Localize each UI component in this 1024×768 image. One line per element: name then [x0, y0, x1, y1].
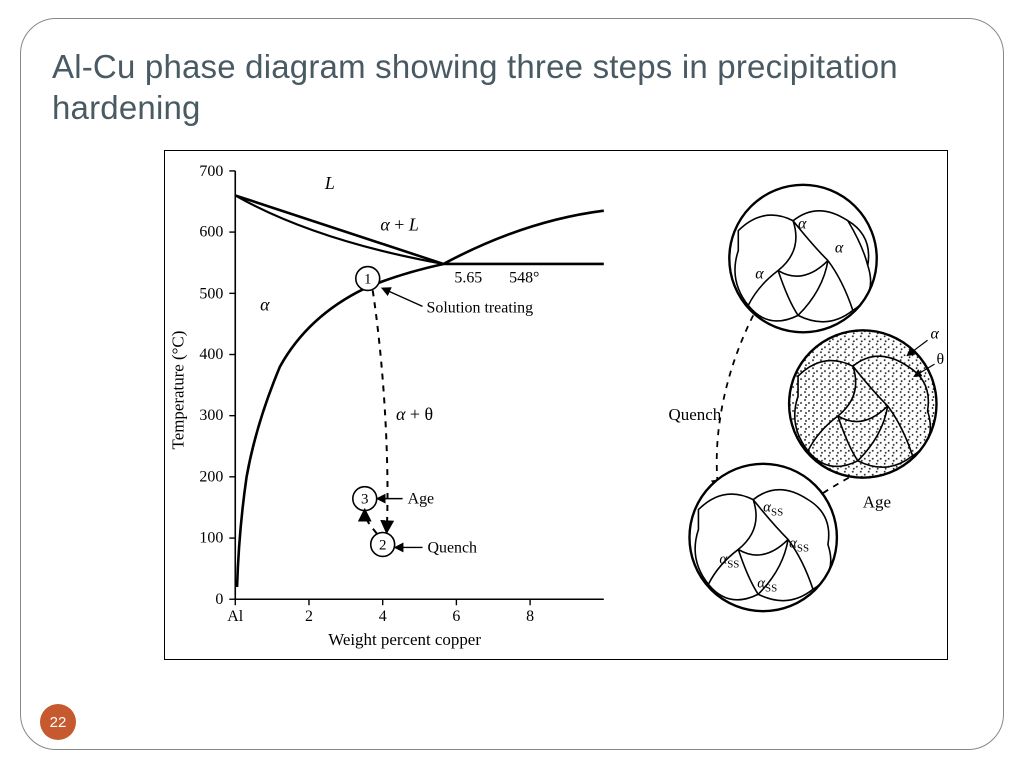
step-3: 3 [353, 487, 377, 511]
step-2: 2 [371, 532, 395, 556]
label-age: Age [408, 491, 435, 508]
label-alpha-theta: α + θ [396, 404, 433, 424]
step-1-text: 1 [364, 271, 371, 287]
label-quench: Quench [428, 539, 478, 556]
axes [235, 171, 604, 599]
step-3-text: 3 [361, 492, 368, 508]
y-ticks: 0 100 200 300 400 500 600 700 [199, 163, 235, 608]
micro-right-theta: θ [937, 351, 945, 368]
x-tick-6: 6 [452, 608, 460, 625]
page-number-badge: 22 [40, 704, 76, 740]
slide-title: Al-Cu phase diagram showing three steps … [52, 46, 964, 129]
x-tick-8: 8 [526, 608, 534, 625]
path-2-to-3 [365, 511, 377, 534]
y-tick-400: 400 [199, 346, 223, 363]
label-solution-treating: Solution treating [427, 299, 534, 316]
x-ticks: Al 2 4 6 8 [227, 599, 534, 625]
y-tick-700: 700 [199, 163, 223, 180]
label-L: L [324, 173, 335, 193]
x-tick-al: Al [227, 608, 243, 625]
micro-label-age: Age [863, 493, 891, 512]
figure-container: 0 100 200 300 400 500 600 700 Al 2 4 6 8… [164, 150, 948, 660]
arrow-quench [717, 315, 753, 489]
step-2-text: 2 [379, 537, 386, 553]
step-1: 1 [356, 267, 380, 291]
microstructures: Quench Age α α α [669, 185, 945, 611]
y-tick-500: 500 [199, 285, 223, 302]
micro-top-a2: α [835, 240, 844, 257]
liquidus-right [443, 211, 603, 264]
x-tick-2: 2 [305, 608, 313, 625]
phase-diagram-svg: 0 100 200 300 400 500 600 700 Al 2 4 6 8… [165, 151, 947, 659]
y-tick-100: 100 [199, 529, 223, 546]
micro-top-a1: α [798, 216, 807, 233]
label-eutectic-T: 548° [509, 269, 539, 286]
y-tick-600: 600 [199, 224, 223, 241]
y-tick-300: 300 [199, 407, 223, 424]
x-tick-4: 4 [379, 608, 387, 625]
phase-diagram: 0 100 200 300 400 500 600 700 Al 2 4 6 8… [168, 163, 603, 649]
micro-right: α θ [789, 325, 944, 477]
page-number-text: 22 [50, 714, 67, 731]
y-tick-200: 200 [199, 469, 223, 486]
label-eutectic-x: 5.65 [454, 269, 482, 286]
micro-top: α α α [729, 185, 876, 332]
micro-top-a3: α [755, 265, 764, 282]
label-alpha: α [260, 294, 270, 314]
micro-bottom: αSS αSS αSS αSS [689, 464, 836, 611]
y-tick-0: 0 [215, 591, 223, 608]
x-axis-label: Weight percent copper [328, 630, 481, 649]
micro-right-alpha: α [931, 325, 940, 342]
label-alpha-L: α + L [380, 215, 418, 235]
y-axis-label: Temperature (°C) [168, 331, 187, 450]
micro-label-quench: Quench [669, 405, 722, 424]
